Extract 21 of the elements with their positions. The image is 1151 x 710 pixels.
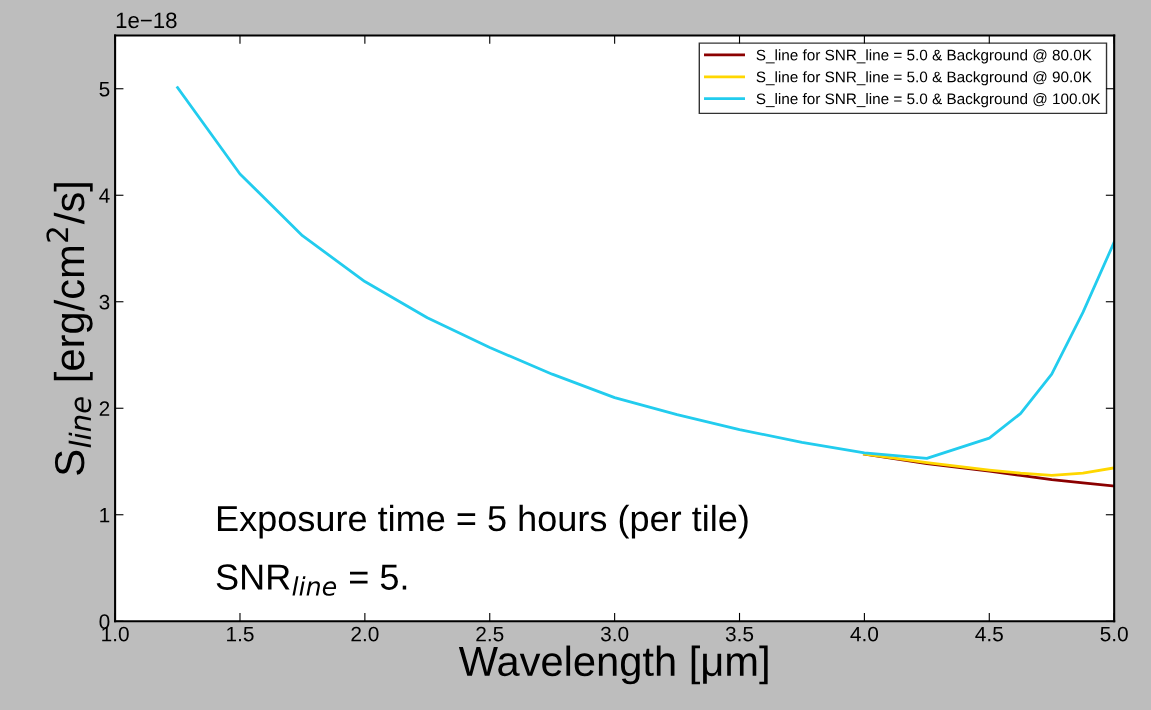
y-tick-label: 2 (99, 401, 110, 416)
x-tick-label: 4.5 (975, 626, 1003, 642)
legend-label: S_line for SNR_line = 5.0 & Background @ 80.0K (756, 49, 1092, 64)
x-tick-label: 2.5 (476, 626, 504, 642)
y-axis-title: S$_{line}$ [erg/cm$^{2}$/s] (46, 183, 93, 475)
x-tick-label: 3.0 (600, 626, 629, 642)
annotation: Exposure time = 5 hours (per tile) (217, 504, 748, 539)
y-tick-label: 5 (99, 81, 110, 97)
y-tick-label: 3 (99, 294, 110, 310)
x-tick-label: 2.0 (351, 626, 379, 642)
x-tick-label: 1.5 (227, 626, 254, 642)
x-tick-label: 4.0 (850, 626, 879, 642)
x-axis-title: Wavelength [μm] (458, 645, 768, 685)
legend-label: S_line for SNR_line = 5.0 & Background @ 90.0K (756, 71, 1092, 86)
annotation: SNR$_{line}$ = 5. (216, 564, 407, 596)
text: 1e−18 (116, 12, 177, 29)
y-tick-label: 4 (99, 188, 110, 203)
y-tick-label: 1 (100, 507, 110, 523)
x-tick-label: 3.5 (725, 626, 754, 642)
x-tick-label: 5.0 (1100, 626, 1128, 642)
legend-label: S_line for SNR_line = 5.0 & Background @ 100.0K (756, 93, 1101, 108)
